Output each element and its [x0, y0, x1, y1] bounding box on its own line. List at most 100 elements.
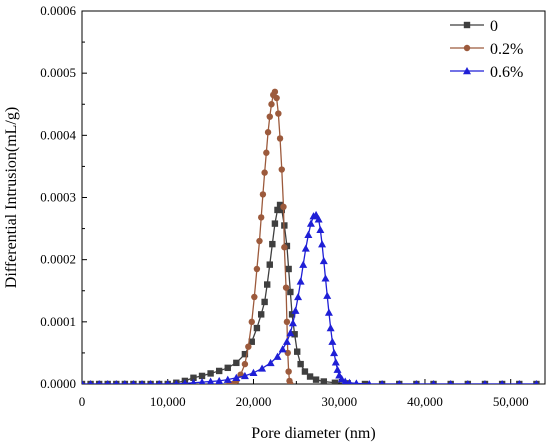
data-point — [287, 380, 294, 384]
data-point — [301, 244, 310, 252]
data-point — [448, 380, 453, 384]
data-point — [499, 380, 505, 384]
data-point — [328, 337, 337, 345]
data-point — [276, 201, 284, 209]
series-line — [82, 214, 537, 384]
data-point — [326, 324, 335, 332]
data-point — [276, 135, 284, 142]
data-point — [280, 203, 287, 211]
data-point — [131, 380, 136, 384]
data-point — [299, 260, 308, 268]
data-point — [285, 368, 292, 375]
data-point — [414, 380, 419, 384]
data-point — [333, 365, 342, 373]
x-tick-label: 10,000 — [150, 394, 186, 409]
data-point — [397, 380, 402, 384]
data-point — [257, 214, 265, 221]
data-point — [148, 380, 153, 384]
data-point — [323, 291, 332, 299]
x-tick-label: 40,000 — [407, 394, 443, 409]
y-tick-label: 0.0000 — [40, 376, 76, 391]
data-point — [269, 240, 276, 248]
data-point — [331, 358, 340, 366]
data-point — [361, 380, 369, 384]
data-point — [114, 380, 119, 384]
data-point — [278, 166, 285, 173]
data-point — [232, 373, 241, 381]
data-point — [207, 370, 214, 377]
data-point — [282, 284, 290, 291]
data-point — [248, 318, 255, 326]
data-point — [278, 345, 287, 353]
data-point — [105, 380, 110, 384]
data-point — [253, 265, 261, 273]
y-tick-label: 0.0003 — [40, 190, 76, 205]
data-point — [288, 319, 297, 327]
data-point — [248, 338, 255, 345]
data-point — [256, 237, 263, 245]
series-3 — [82, 210, 539, 384]
data-point — [266, 261, 273, 268]
data-point — [291, 306, 300, 314]
y-axis-ticks: 0.0000 0.0001 0.0002 0.0003 0.0004 0.0005 0.00… — [40, 3, 87, 391]
data-point — [275, 110, 282, 117]
data-point — [82, 380, 85, 384]
data-point — [215, 376, 224, 384]
data-point — [268, 101, 275, 108]
data-point — [321, 274, 330, 282]
data-point — [304, 230, 313, 238]
data-point — [207, 377, 215, 384]
data-point — [259, 191, 267, 198]
x-tick-label: 50,000 — [493, 394, 529, 409]
data-point — [82, 380, 86, 384]
data-point — [263, 149, 270, 156]
data-point — [281, 244, 288, 251]
y-tick-label: 0.0005 — [40, 65, 76, 80]
data-point — [319, 256, 328, 265]
data-point — [190, 378, 197, 384]
data-point — [346, 378, 353, 384]
data-point — [291, 331, 298, 338]
x-tick-label: 20,000 — [236, 394, 272, 409]
data-point — [517, 380, 522, 384]
legend-label: 0 — [490, 18, 498, 35]
data-point — [314, 215, 323, 223]
plot-frame — [81, 10, 546, 385]
data-point — [198, 378, 206, 384]
data-point — [296, 277, 305, 285]
data-point — [301, 368, 309, 375]
data-point — [190, 374, 197, 381]
data-point — [139, 380, 145, 384]
data-point — [251, 293, 258, 301]
data-point — [331, 379, 339, 384]
legend-label: 0.2% — [490, 41, 523, 58]
chart-legend: 0 0.2% 0.6% — [450, 18, 523, 81]
data-point — [353, 379, 359, 384]
x-axis-ticks: 0 10,000 20,000 30,000 40,000 50,000 — [79, 379, 529, 409]
data-point — [288, 311, 296, 318]
data-point — [224, 364, 231, 372]
data-point — [367, 380, 372, 384]
data-point — [233, 359, 240, 367]
data-point — [266, 113, 273, 120]
data-point — [245, 343, 252, 350]
y-tick-label: 0.0004 — [40, 127, 76, 142]
legend-marker — [463, 67, 471, 75]
data-point — [249, 368, 258, 377]
data-point — [198, 372, 206, 380]
legend-marker — [463, 21, 471, 29]
data-point — [306, 373, 314, 380]
legend-marker — [463, 44, 471, 52]
data-point — [156, 380, 162, 384]
data-point — [282, 337, 291, 345]
data-point — [278, 206, 285, 214]
data-point — [165, 380, 170, 384]
data-point — [324, 308, 333, 316]
data-point — [261, 298, 268, 306]
data-point — [312, 376, 320, 383]
data-point — [258, 364, 267, 372]
data-point — [273, 94, 280, 102]
series-2 — [226, 88, 294, 384]
data-point — [122, 380, 128, 384]
